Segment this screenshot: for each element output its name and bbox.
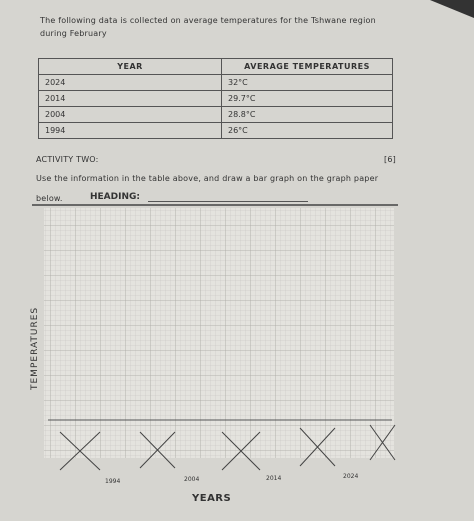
- activity-title: ACTIVITY TWO:: [36, 155, 99, 164]
- activity-instruction: Use the information in the table above, …: [36, 174, 379, 203]
- table-header-row: YEAR AVERAGE TEMPERATURES: [38, 58, 393, 75]
- heading-line: [148, 201, 308, 202]
- x-tick-label: 2014: [266, 475, 282, 482]
- table-row: 1994 26°C: [38, 122, 393, 139]
- x-tick-label: 2004: [184, 476, 200, 483]
- table-cell: 26°C: [221, 122, 393, 139]
- heading-label: HEADING:: [90, 192, 140, 202]
- activity-marks: [6]: [384, 155, 396, 164]
- x-tick-label: 2024: [343, 473, 359, 480]
- intro-text: The following data is collected on avera…: [40, 16, 376, 38]
- data-table: YEAR AVERAGE TEMPERATURES 2024 32°C 2014 2…: [38, 58, 393, 139]
- x-tick-label: 1994: [105, 478, 121, 485]
- x-axis-label: YEARS: [192, 493, 232, 504]
- table-cell: 1994: [38, 122, 222, 139]
- sketch-crosses: [59, 424, 396, 471]
- corner-shadow: [430, 0, 474, 18]
- y-axis-label: TEMPERATURES: [30, 306, 40, 390]
- grid-lines: [44, 208, 394, 458]
- table-row: 2024 32°C: [38, 74, 393, 91]
